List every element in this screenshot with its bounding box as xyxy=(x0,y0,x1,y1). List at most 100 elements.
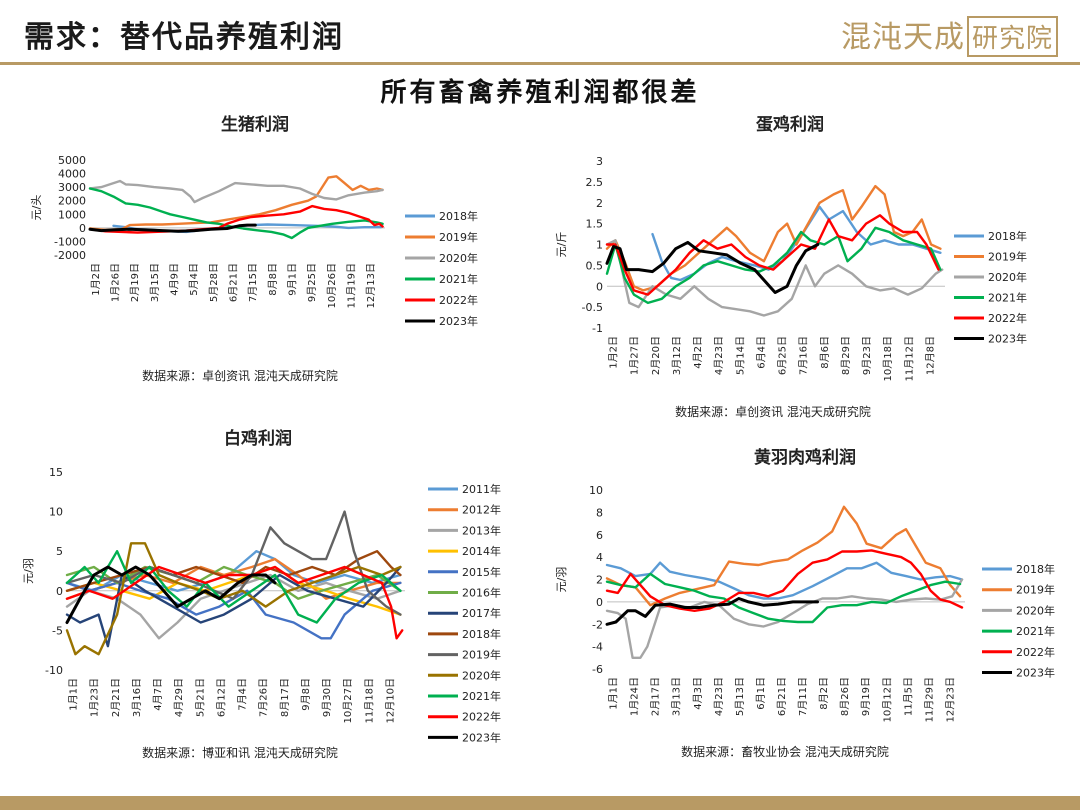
logo-main-text: 混沌天成 xyxy=(840,20,965,55)
y-tick-label: 0 xyxy=(596,596,603,609)
y-tick-label: 1000 xyxy=(58,208,86,221)
x-tick-label: 11月18日 xyxy=(363,678,375,723)
legend-label: 2021年 xyxy=(439,272,478,286)
y-tick-label: 4000 xyxy=(58,168,86,181)
chart-white-broiler-profit: 白鸡利润 -10 -5 0 5 10 15 元/羽 1月1日 1月23日 2月21日 3月16日 4月7… xyxy=(22,428,501,760)
chart-title: 黄羽肉鸡利润 xyxy=(754,447,856,468)
legend-label: 2018年 xyxy=(988,229,1027,243)
legend-label: 2021年 xyxy=(462,689,501,703)
x-tick-label: 3月12日 xyxy=(671,336,683,375)
x-tick-label: 3月15日 xyxy=(149,263,161,302)
x-tick-label: 12月10日 xyxy=(384,678,396,723)
y-tick-label: -0.5 xyxy=(582,301,603,314)
x-tick-label: 9月23日 xyxy=(861,336,873,375)
x-tick-label: 12月13日 xyxy=(365,263,377,308)
series-line-2023年 xyxy=(605,597,819,626)
series-line-2022年 xyxy=(605,214,940,296)
legend-label: 2013年 xyxy=(462,523,501,537)
legend-label: 2023年 xyxy=(439,314,478,328)
y-tick-label: 15 xyxy=(49,466,63,479)
y-tick-label: 2.5 xyxy=(586,176,604,189)
chart-title: 生猪利润 xyxy=(221,114,289,135)
legend-label: 2020年 xyxy=(462,668,501,682)
chart-title: 蛋鸡利润 xyxy=(756,114,824,135)
source-note: 数据来源：卓创资讯 混沌天成研究院 xyxy=(142,368,338,383)
series-line-2023年 xyxy=(605,240,820,294)
x-tick-label: 10月18日 xyxy=(882,336,894,381)
y-tick-label: 6 xyxy=(596,529,603,542)
x-tick-label: 12月8日 xyxy=(924,336,936,375)
main-title: 所有畜禽养殖利润都很差 xyxy=(380,78,700,108)
x-tick-label: 5月28日 xyxy=(208,263,220,302)
x-tick-label: 4月23日 xyxy=(713,336,725,375)
logo-box-text: 研究院 xyxy=(966,16,1058,57)
y-tick-label: 8 xyxy=(596,506,603,519)
header-divider xyxy=(0,62,1080,65)
x-tick-label: 7月26日 xyxy=(258,678,270,717)
legend-label: 2022年 xyxy=(1016,645,1055,659)
x-tick-label: 4月2日 xyxy=(692,336,704,369)
y-tick-label: 2000 xyxy=(58,195,86,208)
y-tick-label: 10 xyxy=(589,484,603,497)
y-tick-label: -1 xyxy=(592,322,603,335)
source-note: 数据来源：畜牧业协会 混沌天成研究院 xyxy=(681,744,889,759)
x-tick-label: 7月16日 xyxy=(798,336,810,375)
y-tick-label: -10 xyxy=(45,664,63,677)
y-tick-label: 0.5 xyxy=(586,259,604,272)
brand-logo: 混沌天成 研究院 xyxy=(841,12,1058,57)
x-tick-label: 8月2日 xyxy=(818,677,830,710)
x-tick-label: 1月26日 xyxy=(110,263,122,302)
x-tick-label: 6月4日 xyxy=(755,336,767,369)
series-line-2022年 xyxy=(65,565,404,640)
y-axis-label: 元/羽 xyxy=(555,567,568,593)
x-tick-label: 1月2日 xyxy=(608,336,620,369)
series-line-2023年 xyxy=(88,223,257,233)
x-tick-label: 2月17日 xyxy=(650,677,662,716)
x-tick-label: 11月29日 xyxy=(923,677,935,722)
x-tick-label: 1月1日 xyxy=(608,677,620,710)
legend-label: 2018年 xyxy=(1016,562,1055,576)
legend-label: 2023年 xyxy=(988,332,1027,346)
footer-bar xyxy=(0,796,1080,810)
legend-label: 2019年 xyxy=(462,648,501,662)
x-tick-label: 8月26日 xyxy=(839,677,851,716)
y-tick-label: 5 xyxy=(56,545,63,558)
x-tick-label: 7月4日 xyxy=(237,678,249,711)
series-line-2018年 xyxy=(651,205,942,282)
x-tick-label: 12月23日 xyxy=(944,677,956,722)
x-tick-label: 3月16日 xyxy=(131,678,143,717)
x-tick-label: 4月3日 xyxy=(692,677,704,710)
x-tick-label: 1月1日 xyxy=(68,678,80,711)
x-tick-label: 11月5日 xyxy=(902,677,914,716)
chart-yellow-broiler-profit: 黄羽肉鸡利润 -6 -4 -2 0 2 4 6 8 10 元/羽 1月1日 1月24日 2月17日 3月13… xyxy=(555,447,1055,759)
x-tick-label: 9月25日 xyxy=(306,263,318,302)
series-line-2017年 xyxy=(65,565,402,648)
legend-label: 2019年 xyxy=(988,250,1027,264)
x-tick-label: 2月21日 xyxy=(110,678,122,717)
legend-label: 2022年 xyxy=(988,311,1027,325)
y-tick-label: -4 xyxy=(592,641,603,654)
legend-label: 2020年 xyxy=(439,251,478,265)
legend-label: 2019年 xyxy=(439,230,478,244)
x-tick-label: 8月29日 xyxy=(840,336,852,375)
x-tick-label: 6月21日 xyxy=(228,263,240,302)
series-line-2021年 xyxy=(605,572,962,624)
y-tick-label: -5 xyxy=(52,624,63,637)
y-tick-label: -2000 xyxy=(54,249,86,262)
legend-label: 2023年 xyxy=(462,730,501,744)
series-line-2014年 xyxy=(65,565,402,616)
x-tick-label: 8月6日 xyxy=(819,336,831,369)
legend-label: 2021年 xyxy=(1016,624,1055,638)
series-line-2019年 xyxy=(605,184,942,292)
legend-label: 2015年 xyxy=(462,565,501,579)
x-tick-label: 11月19日 xyxy=(346,263,358,308)
x-tick-label: 4月29日 xyxy=(173,678,185,717)
x-tick-label: 7月15日 xyxy=(247,263,259,302)
x-tick-label: 5月21日 xyxy=(194,678,206,717)
legend-label: 2023年 xyxy=(1016,666,1055,680)
x-tick-label: 11月12日 xyxy=(903,336,915,381)
x-tick-label: 10月26日 xyxy=(326,263,338,308)
x-tick-label: 1月2日 xyxy=(90,263,102,296)
series-line-2015年 xyxy=(65,581,402,640)
series-line-2020年 xyxy=(88,179,384,204)
